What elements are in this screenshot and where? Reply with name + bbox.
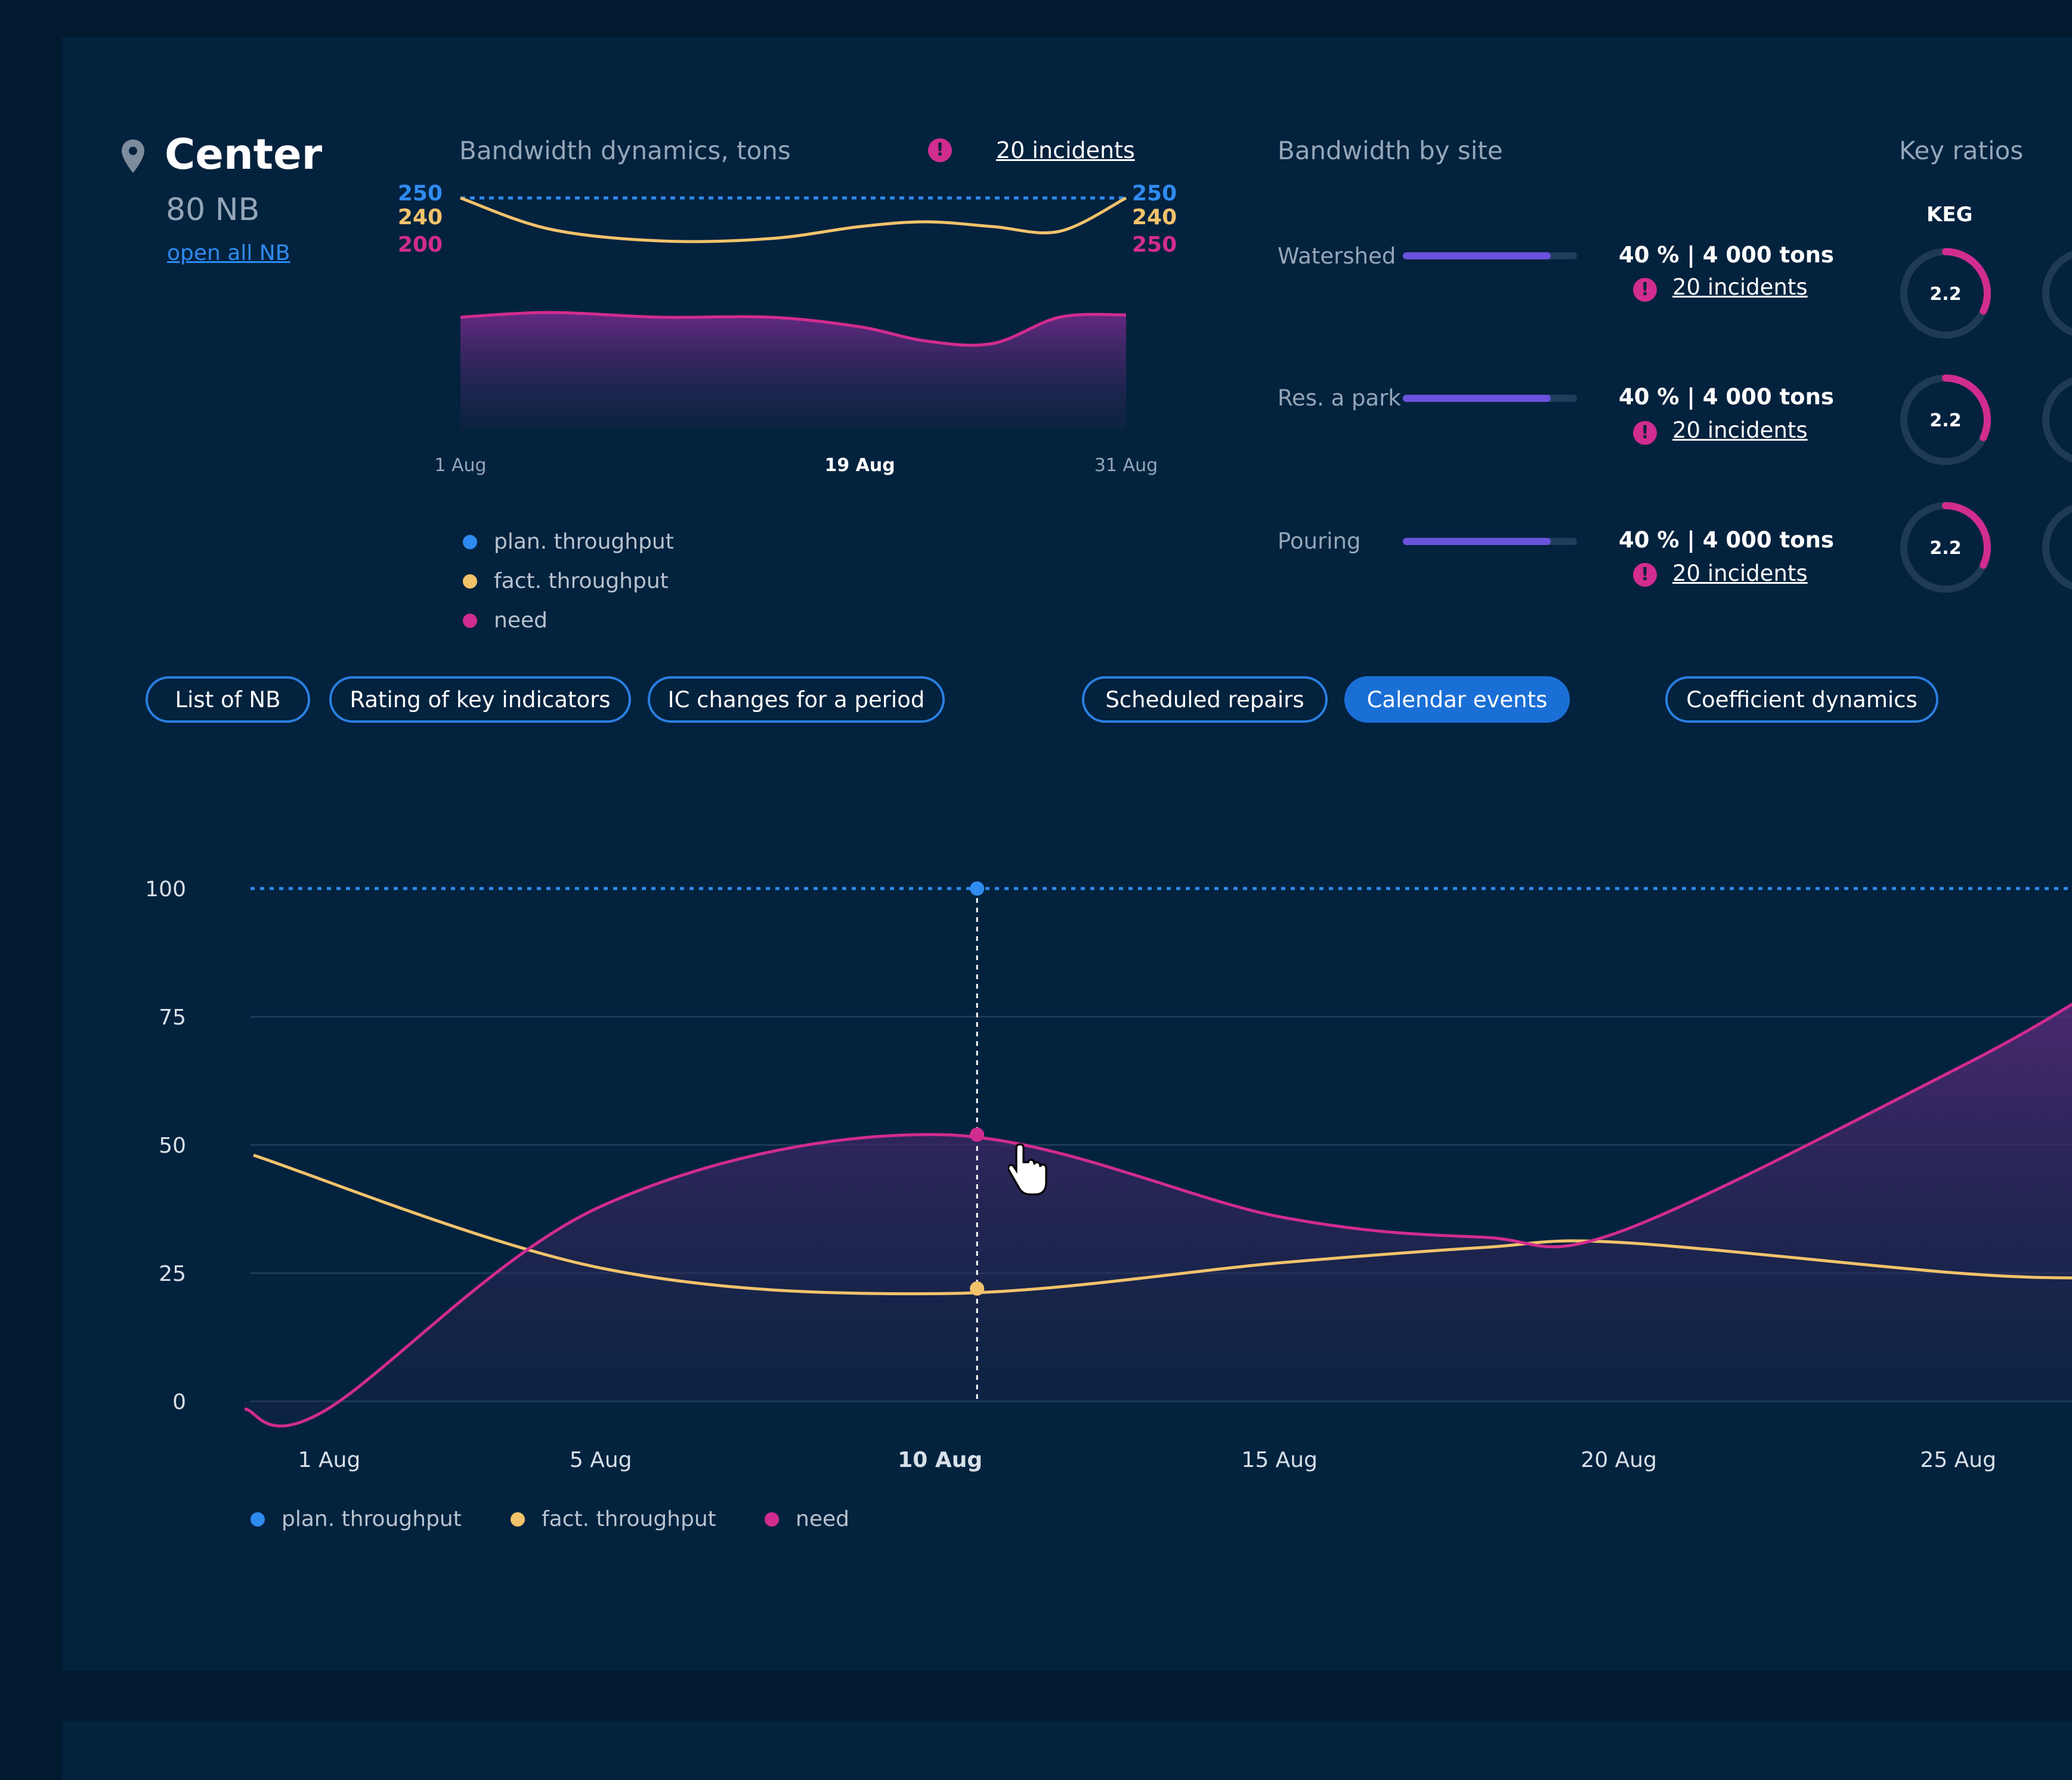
legend-label: need	[796, 1507, 849, 1531]
mini-right-label: 250	[1132, 233, 1177, 257]
main-legend-plan: plan. throughput	[251, 1507, 462, 1531]
next-panel	[62, 1721, 2072, 1780]
site-name: Pouring	[1278, 528, 1361, 554]
highlight-point-plan[interactable]	[970, 881, 985, 896]
legend-label: fact. throughput	[542, 1507, 716, 1531]
exclamation-icon: !	[1633, 278, 1657, 302]
site-bar-fill	[1403, 252, 1551, 259]
gauge-partial	[2042, 250, 2072, 336]
fact-line	[460, 196, 1127, 243]
gauge-partial	[2042, 504, 2072, 590]
site-incidents-link[interactable]: 20 incidents	[1672, 417, 1808, 443]
tab-calendar-events[interactable]: Calendar events	[1344, 676, 1570, 723]
legend-dot-need	[765, 1512, 779, 1527]
location-title: Center	[165, 130, 323, 179]
y-tick-label: 25	[159, 1262, 186, 1286]
need-area	[245, 1004, 2072, 1426]
tab-ic-changes[interactable]: IC changes for a period	[648, 676, 945, 723]
mini-chart-title: Bandwidth dynamics, tons	[459, 136, 791, 165]
x-tick-label: 20 Aug	[1581, 1448, 1657, 1472]
legend-dot-plan	[463, 534, 477, 549]
need-area	[460, 312, 1126, 429]
site-bar	[1403, 252, 1577, 259]
gauge-value: 2.2	[1929, 410, 1961, 431]
gauge-value: 2.2	[1929, 538, 1961, 559]
gauge-partial	[2042, 377, 2072, 463]
x-tick-label: 5 Aug	[570, 1448, 632, 1472]
mini-incidents-link[interactable]: 20 incidents	[996, 137, 1135, 163]
tab-list-of-nb[interactable]: List of NB	[146, 676, 310, 723]
exclamation-icon: !	[1633, 421, 1657, 445]
map-pin-icon	[122, 140, 144, 173]
mini-right-label: 250	[1132, 181, 1177, 206]
site-value: 40 % | 4 000 tons	[1619, 242, 1834, 268]
keg-gauge: 2.2	[1900, 374, 1991, 465]
highlight-point-need[interactable]	[970, 1127, 985, 1142]
tab-scheduled-repairs[interactable]: Scheduled repairs	[1082, 676, 1328, 723]
tab-rating-key-indicators[interactable]: Rating of key indicators	[329, 676, 631, 723]
legend-dot-need	[463, 613, 477, 628]
mini-left-label: 240	[398, 205, 443, 230]
exclamation-icon: !	[928, 138, 952, 162]
y-tick-label: 0	[172, 1390, 186, 1414]
site-incidents-link[interactable]: 20 incidents	[1672, 274, 1808, 300]
highlight-point-fact[interactable]	[970, 1281, 985, 1296]
legend-label: plan. throughput	[494, 530, 674, 554]
mini-right-label: 240	[1132, 205, 1177, 230]
mini-x-tick: 31 Aug	[1094, 455, 1158, 476]
x-tick-label: 25 Aug	[1920, 1448, 1996, 1472]
mini-legend-fact: fact. throughput	[463, 569, 669, 593]
site-name: Watershed	[1278, 243, 1396, 269]
x-tick-label: 1 Aug	[298, 1448, 361, 1472]
x-tick-label: 15 Aug	[1241, 1448, 1318, 1472]
x-tick-label: 10 Aug	[898, 1448, 982, 1472]
fact-line	[253, 1153, 2072, 1296]
site-incidents-link[interactable]: 20 incidents	[1672, 561, 1808, 586]
exclamation-icon: !	[1633, 563, 1657, 587]
site-value: 40 % | 4 000 tons	[1619, 384, 1834, 410]
y-tick-label: 100	[145, 877, 186, 902]
tab-coefficient-dynamics[interactable]: Coefficient dynamics	[1665, 676, 1938, 723]
mini-legend-plan: plan. throughput	[463, 530, 674, 554]
gauge-value: 2.2	[1929, 284, 1961, 305]
y-tick-label: 75	[159, 1005, 186, 1030]
mini-left-label: 200	[398, 233, 443, 257]
site-name: Res. a park	[1278, 385, 1401, 411]
site-bar	[1403, 538, 1577, 545]
need-line	[460, 311, 1127, 347]
mini-x-tick: 1 Aug	[434, 455, 486, 476]
open-all-nb-link[interactable]: open all NB	[167, 241, 290, 265]
mini-left-label: 250	[398, 181, 443, 206]
hand-cursor-icon	[1008, 1143, 1047, 1196]
legend-dot-fact	[511, 1512, 525, 1527]
ratios-title: Key ratios	[1899, 136, 2024, 165]
y-tick-label: 50	[159, 1134, 186, 1158]
legend-label: need	[494, 608, 548, 633]
site-bar-fill	[1403, 538, 1551, 545]
ratio-column-label: KEG	[1926, 203, 1973, 227]
legend-label: plan. throughput	[282, 1507, 462, 1531]
legend-label: fact. throughput	[494, 569, 669, 593]
site-bar-fill	[1403, 395, 1551, 402]
keg-gauge: 2.2	[1900, 502, 1991, 593]
mini-x-tick: 19 Aug	[824, 455, 895, 476]
site-value: 40 % | 4 000 tons	[1619, 527, 1834, 553]
site-bar	[1403, 395, 1577, 402]
main-legend-need: need	[765, 1507, 849, 1531]
need-line	[244, 1002, 2072, 1428]
location-subtitle: 80 NB	[166, 192, 260, 228]
keg-gauge: 2.2	[1900, 248, 1991, 339]
main-throughput-chart: 0 25 50 75 100 1 Aug 5 Aug 10 Aug 15 Aug 20 Aug 25…	[145, 877, 2072, 1472]
mini-legend-need: need	[463, 608, 548, 633]
legend-dot-plan	[251, 1512, 265, 1527]
sites-title: Bandwidth by site	[1278, 136, 1503, 165]
main-legend-fact: fact. throughput	[511, 1507, 716, 1531]
legend-dot-fact	[463, 574, 477, 589]
